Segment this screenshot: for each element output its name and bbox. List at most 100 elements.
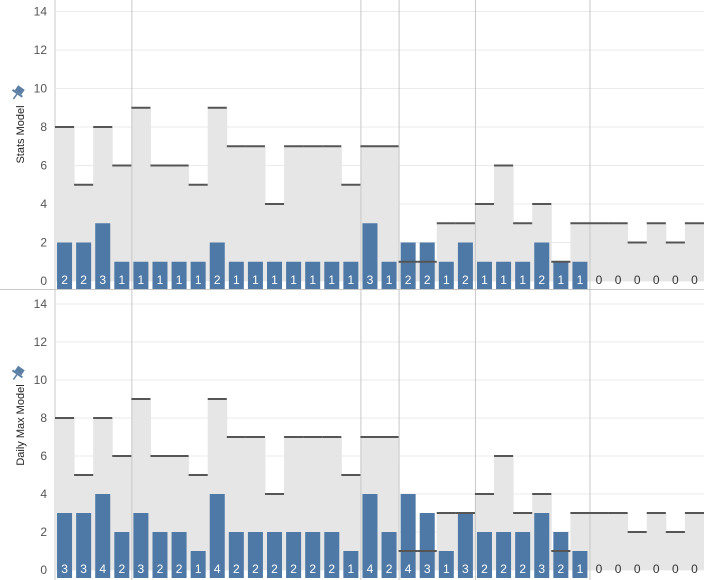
bar[interactable] [476, 261, 492, 289]
pin-icon[interactable] [8, 365, 26, 383]
pin-collar [11, 369, 23, 379]
bar[interactable] [343, 261, 359, 289]
bar[interactable] [572, 551, 588, 578]
bar-value-label: 0 [691, 562, 698, 576]
reference-band [379, 146, 400, 281]
bar-value-label: 3 [138, 562, 145, 576]
pin-icon[interactable] [8, 84, 26, 102]
reference-band [226, 146, 247, 281]
bar[interactable] [152, 532, 168, 578]
bar[interactable] [114, 532, 130, 578]
bar-value-label: 2 [500, 562, 507, 576]
bar-value-label: 2 [519, 562, 526, 576]
bar[interactable] [515, 261, 531, 289]
pin-collar [11, 89, 23, 98]
bar[interactable] [381, 261, 397, 289]
bar[interactable] [343, 551, 359, 578]
reference-band [494, 165, 514, 281]
bar[interactable] [534, 513, 550, 578]
bar[interactable] [95, 223, 111, 289]
bar[interactable] [457, 513, 473, 578]
bar-value-label: 0 [615, 562, 622, 576]
bar[interactable] [171, 261, 187, 289]
bar[interactable] [400, 242, 416, 290]
bar[interactable] [286, 532, 302, 578]
reference-band [589, 513, 610, 570]
bar-value-label: 0 [672, 273, 679, 287]
bar-value-label: 1 [157, 273, 164, 287]
y-tick-label: 6 [40, 449, 47, 463]
bar-value-label: 1 [233, 273, 240, 287]
reference-band [341, 184, 361, 281]
pin-head [14, 365, 25, 376]
bar[interactable] [57, 513, 73, 578]
bar[interactable] [133, 261, 149, 289]
bar[interactable] [133, 513, 149, 578]
bar[interactable] [305, 261, 321, 289]
bar[interactable] [209, 242, 225, 290]
bar-value-label: 1 [443, 562, 450, 576]
bar-value-label: 4 [405, 562, 412, 576]
bar[interactable] [496, 261, 512, 289]
reference-band [150, 165, 171, 281]
bar-value-label: 1 [176, 273, 183, 287]
pin-needle [12, 374, 18, 380]
reference-band [245, 146, 266, 281]
bar[interactable] [553, 261, 569, 289]
bar-value-label: 2 [233, 562, 240, 576]
bar[interactable] [286, 261, 302, 289]
bar[interactable] [305, 532, 321, 578]
bar[interactable] [267, 532, 283, 578]
bar[interactable] [95, 494, 111, 578]
bar[interactable] [534, 242, 550, 290]
bar[interactable] [381, 532, 397, 578]
bar[interactable] [152, 261, 168, 289]
bar-value-label: 0 [634, 273, 641, 287]
bar[interactable] [362, 223, 378, 289]
bar-value-label: 1 [309, 273, 316, 287]
bar[interactable] [190, 551, 206, 578]
bar[interactable] [515, 532, 531, 578]
bar[interactable] [190, 261, 206, 289]
bar-value-label: 0 [672, 562, 679, 576]
bar[interactable] [324, 261, 340, 289]
bar[interactable] [457, 242, 473, 290]
bar-value-label: 1 [138, 273, 145, 287]
bar[interactable] [76, 513, 92, 578]
bar[interactable] [76, 242, 92, 290]
bar-value-label: 1 [557, 273, 564, 287]
y-axis-title: Daily Max Model [15, 384, 27, 465]
bar-value-label: 4 [214, 562, 221, 576]
bar[interactable] [496, 532, 512, 578]
bar-value-label: 1 [577, 562, 584, 576]
bar[interactable] [438, 551, 454, 578]
y-axis-title: Stats Model [15, 105, 27, 163]
bar[interactable] [362, 494, 378, 578]
bar[interactable] [114, 261, 130, 289]
bar-value-label: 2 [557, 562, 564, 576]
bar[interactable] [57, 242, 73, 290]
bar[interactable] [553, 532, 569, 578]
bar[interactable] [419, 242, 435, 290]
reference-band [627, 242, 648, 281]
bar[interactable] [171, 532, 187, 578]
bar[interactable] [267, 261, 283, 289]
bar[interactable] [400, 494, 416, 578]
reference-band [665, 532, 686, 570]
y-tick-label: 4 [40, 487, 47, 501]
bar[interactable] [209, 494, 225, 578]
bar[interactable] [324, 532, 340, 578]
bar-value-label: 1 [290, 273, 297, 287]
bar[interactable] [228, 261, 244, 289]
bar[interactable] [438, 261, 454, 289]
bar[interactable] [247, 261, 263, 289]
y-tick-label: 2 [40, 525, 47, 539]
bar[interactable] [228, 532, 244, 578]
bar[interactable] [572, 261, 588, 289]
bar-value-label: 1 [348, 562, 355, 576]
bar[interactable] [476, 532, 492, 578]
bar[interactable] [247, 532, 263, 578]
bar[interactable] [419, 513, 435, 578]
